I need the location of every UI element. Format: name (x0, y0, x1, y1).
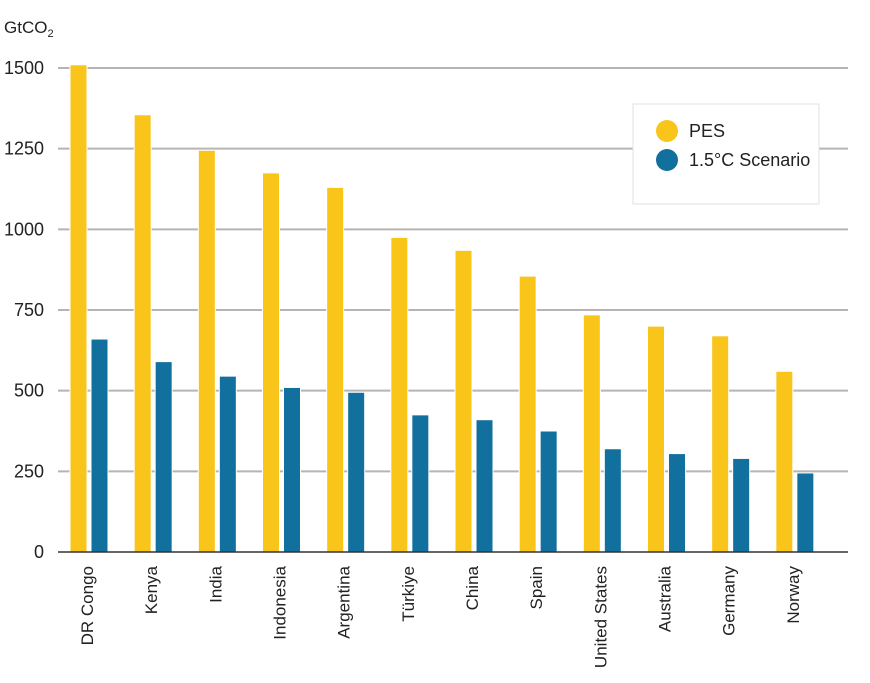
x-axis-category-labels: DR Congo Kenya India Indonesia Argentina Türk… (78, 565, 803, 668)
bar-pes (582, 314, 601, 553)
y-tick-label: 0 (34, 542, 44, 562)
bar-pes (775, 370, 794, 553)
bar-pes (69, 64, 88, 553)
x-category-label: Australia (656, 565, 675, 632)
bars (69, 64, 815, 553)
x-category-label: Spain (527, 566, 546, 609)
x-category-label: DR Congo (78, 566, 97, 645)
bar-1-5c-scenario (796, 472, 815, 553)
y-tick-label: 250 (14, 461, 44, 481)
bar-pes (454, 249, 473, 553)
x-category-label: Norway (784, 566, 803, 624)
bar-1-5c-scenario (668, 453, 686, 553)
bar-1-5c-scenario (347, 391, 366, 553)
legend: PES 1.5°C Scenario (632, 103, 820, 205)
bar-1-5c-scenario (732, 457, 751, 553)
y-axis-ticks: 0 250 500 750 1000 1250 1500 (4, 58, 44, 562)
x-category-label: Türkiye (399, 566, 418, 622)
x-category-label: Argentina (335, 565, 354, 638)
bar-1-5c-scenario (218, 375, 237, 553)
legend-marker-1-5c-scenario (656, 149, 678, 171)
bar-1-5c-scenario (475, 419, 494, 553)
bar-1-5c-scenario (411, 414, 430, 553)
x-category-label: China (463, 565, 482, 610)
y-tick-label: 1250 (4, 139, 44, 159)
bar-pes (390, 236, 409, 553)
y-axis-unit-label: GtCO2 (4, 18, 54, 40)
bar-1-5c-scenario (90, 338, 109, 553)
x-category-label: Kenya (142, 565, 161, 614)
y-tick-label: 1000 (4, 219, 44, 239)
x-category-label: Indonesia (271, 565, 290, 639)
bar-pes (326, 186, 345, 553)
x-category-label: United States (591, 566, 610, 668)
x-category-label: Germany (720, 566, 739, 636)
bar-1-5c-scenario (154, 361, 173, 553)
bar-1-5c-scenario (603, 448, 622, 553)
bar-pes (711, 335, 730, 553)
y-tick-label: 750 (14, 300, 44, 320)
y-tick-label: 500 (14, 381, 44, 401)
legend-marker-pes (656, 120, 678, 142)
bar-pes (197, 149, 216, 553)
bar-1-5c-scenario (283, 386, 301, 553)
legend-label-1-5c-scenario: 1.5°C Scenario (689, 150, 810, 170)
legend-label-pes: PES (689, 121, 725, 141)
bar-pes (262, 172, 280, 553)
bar-pes (518, 275, 537, 553)
y-tick-label: 1500 (4, 58, 44, 78)
x-category-label: India (206, 565, 225, 602)
bar-pes (647, 325, 665, 553)
bar-1-5c-scenario (539, 430, 558, 553)
bar-pes (133, 114, 152, 553)
